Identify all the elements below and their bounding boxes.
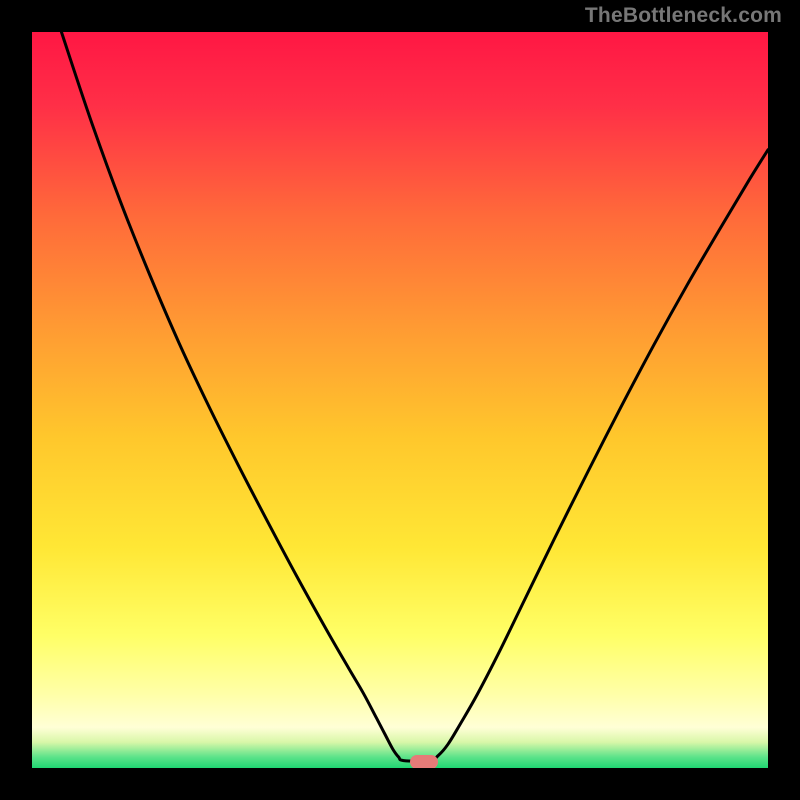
bottleneck-curve <box>32 32 768 768</box>
plot-area <box>32 32 768 768</box>
optimal-point-marker <box>410 755 438 768</box>
watermark-text: TheBottleneck.com <box>585 4 782 28</box>
chart-stage: TheBottleneck.com <box>0 0 800 800</box>
